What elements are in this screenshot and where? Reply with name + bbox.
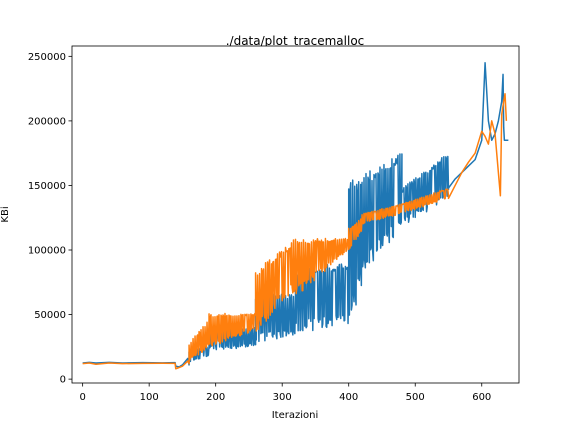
y-tick-label: 250000	[28, 52, 66, 63]
x-axis-label: Iterazioni	[272, 410, 319, 421]
x-tick-label: 600	[472, 392, 491, 403]
series-layer	[82, 62, 509, 370]
x-tick-label: 200	[206, 392, 225, 403]
y-tick-label: 200000	[28, 116, 66, 127]
y-axis-label: KBi	[0, 206, 11, 222]
x-tick-label: 300	[273, 392, 292, 403]
x-tick-label: 500	[406, 392, 425, 403]
axes-frame	[71, 45, 520, 384]
axes-layer: 0 100 200 300 400 500 600 0 50000 100000 150000 200…	[28, 45, 520, 403]
x-tick-label: 100	[140, 392, 159, 403]
y-tick-label: 100000	[28, 246, 66, 257]
y-tick-label: 50000	[34, 310, 66, 321]
series-line-2	[82, 93, 508, 370]
chart-title: ./data/plot_tracemalloc	[226, 34, 365, 48]
x-tick-label: 0	[79, 392, 85, 403]
x-tick-label: 400	[339, 392, 358, 403]
y-tick-label: 0	[60, 375, 66, 386]
y-tick-label: 150000	[28, 181, 66, 192]
